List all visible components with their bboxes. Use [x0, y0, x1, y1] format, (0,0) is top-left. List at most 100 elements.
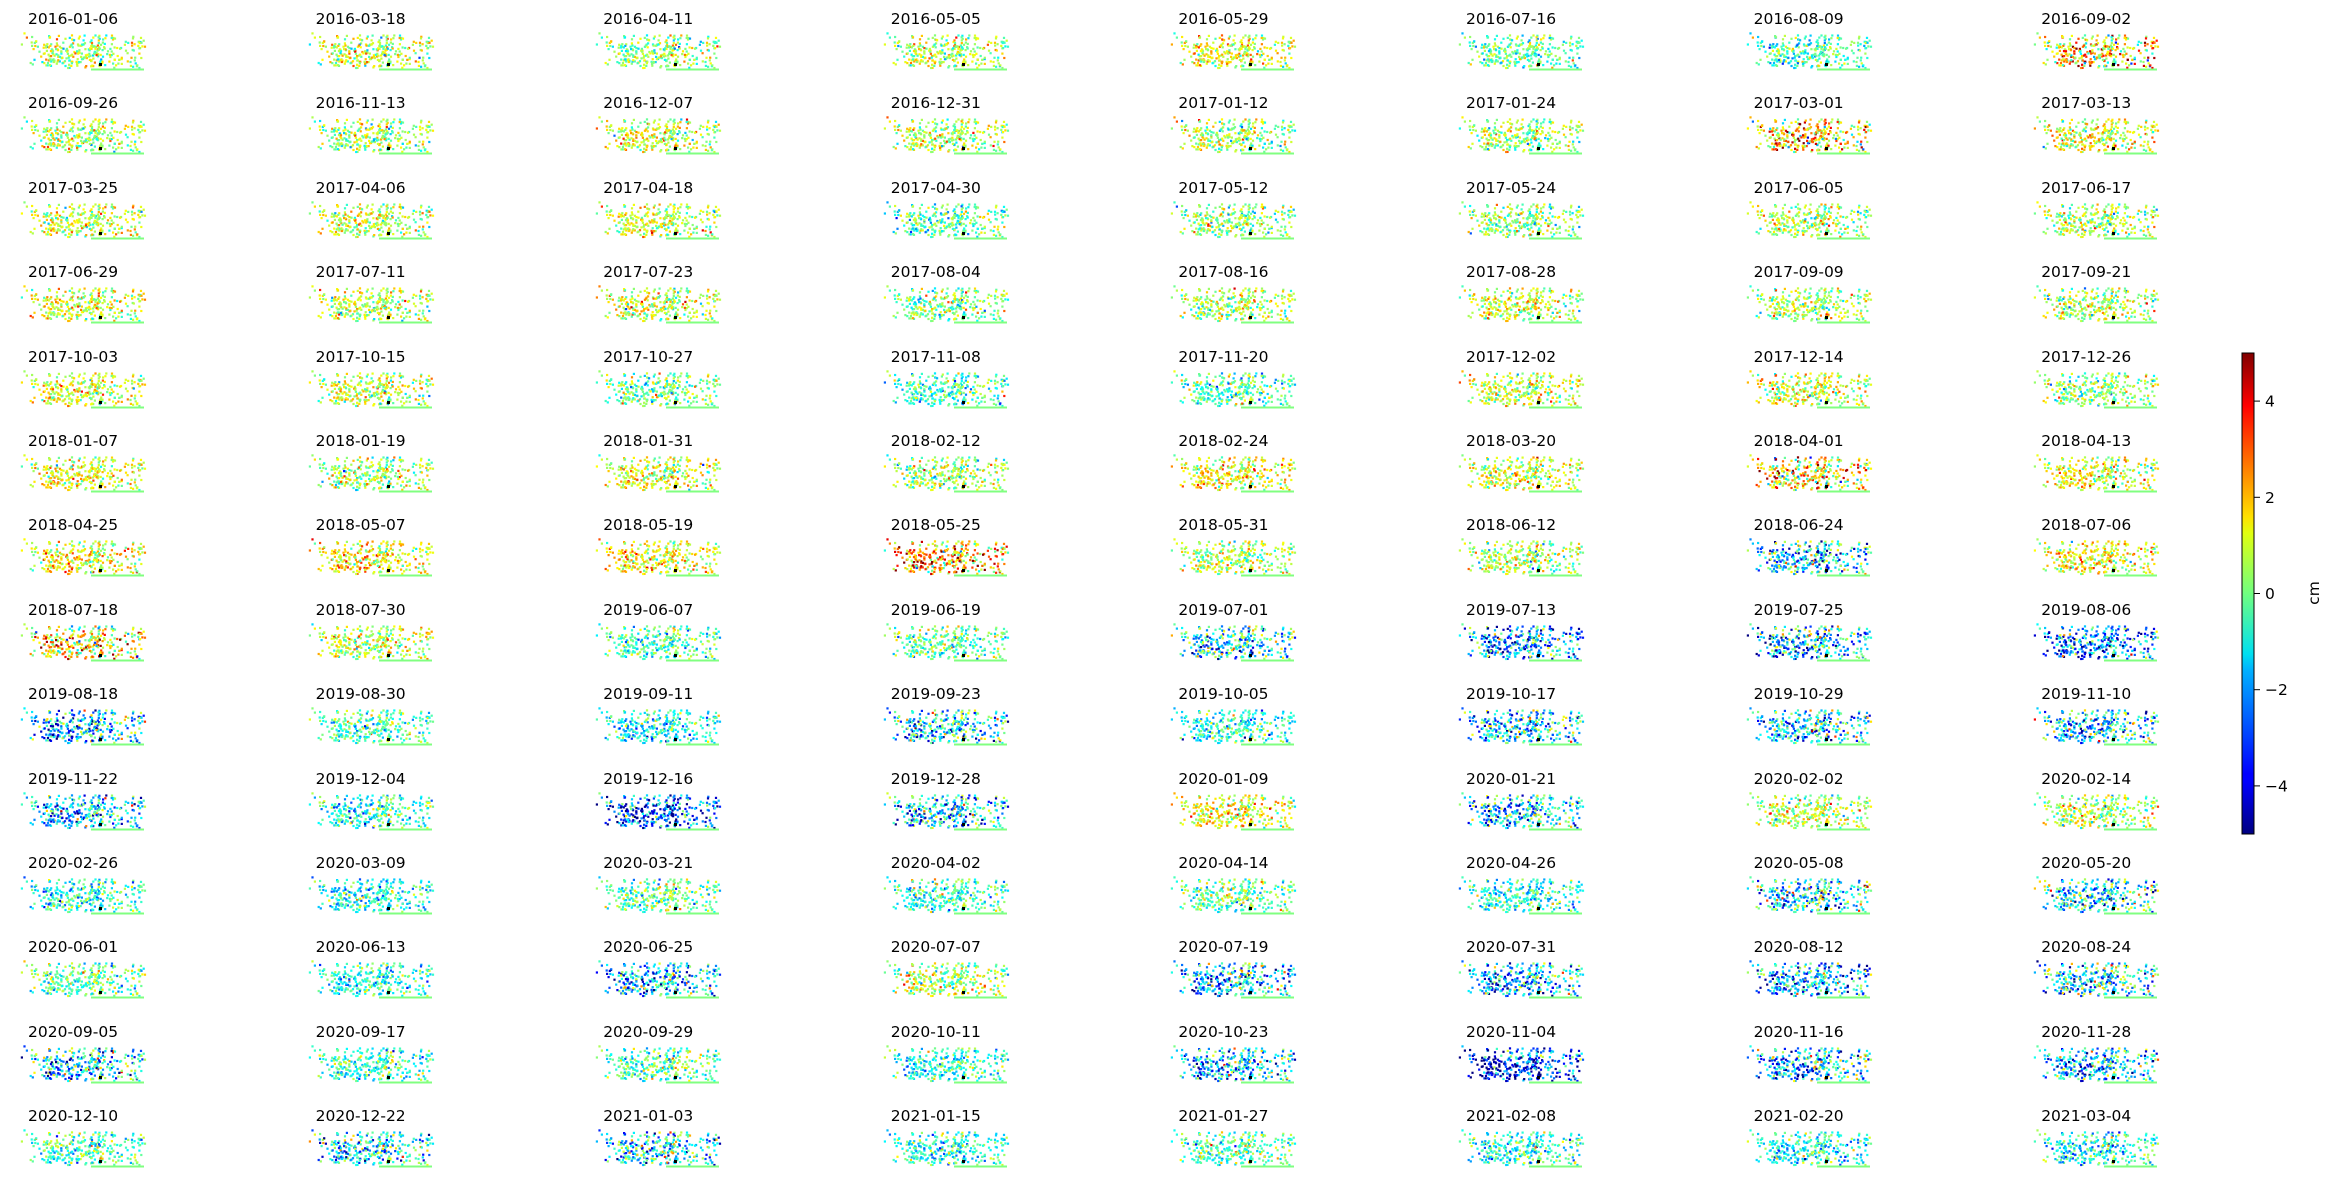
scatter-point — [1539, 49, 1542, 52]
scatter-point — [1862, 44, 1865, 47]
scatter-point — [1208, 34, 1211, 37]
scatter-point — [420, 49, 423, 52]
scatter-point — [408, 56, 411, 59]
scatter-point — [1830, 34, 1833, 37]
scatter-point — [659, 48, 662, 51]
scatter-point — [909, 148, 912, 151]
scatter-point — [1530, 36, 1533, 39]
scatter-point — [1827, 139, 1830, 143]
scatter-point — [1259, 55, 1262, 59]
scatter-point — [1578, 56, 1581, 60]
scatter-point — [659, 138, 663, 141]
scatter-point — [2136, 128, 2140, 131]
scatter-point — [1468, 125, 1471, 128]
scatter-point — [2126, 66, 2129, 69]
scatter-point — [110, 127, 113, 130]
scatter-point — [983, 142, 986, 145]
scatter-point — [1784, 60, 1787, 63]
scatter-point — [119, 47, 122, 50]
scatter-point — [2068, 146, 2072, 150]
scatter-point — [2094, 142, 2097, 145]
scatter-point — [895, 48, 898, 51]
scatter-point — [1534, 136, 1537, 140]
scatter-point — [34, 129, 37, 132]
scatter-point — [45, 134, 48, 137]
scatter-point — [1756, 41, 1759, 44]
scatter-point — [1543, 118, 1546, 121]
scatter-point — [388, 144, 392, 148]
scatter-point — [120, 58, 123, 61]
scatter-point — [1514, 62, 1517, 65]
scatter-point — [919, 59, 923, 62]
scatter-point — [1211, 141, 1214, 144]
scatter-point — [910, 35, 913, 38]
scatter-point — [1850, 40, 1853, 43]
scatter-point — [60, 221, 63, 224]
scatter-point — [85, 139, 88, 142]
scatter-point — [1823, 46, 1826, 49]
scatter-point — [1495, 140, 1498, 143]
scatter-point — [97, 123, 100, 126]
scatter-point — [620, 142, 623, 146]
scatter-point — [363, 60, 366, 63]
scatter-point — [1564, 52, 1567, 55]
scatter-point — [665, 39, 668, 42]
scatter-point — [112, 62, 115, 65]
scatter-point — [1183, 58, 1186, 61]
scatter-point — [1493, 122, 1497, 125]
scatter-point — [916, 138, 919, 142]
scatter-point — [1206, 144, 1210, 147]
scatter-point — [2100, 132, 2104, 135]
scatter-point — [1221, 122, 1224, 125]
scatter-point — [2089, 148, 2092, 152]
scatter-point — [1544, 50, 1548, 53]
scatter-point — [667, 57, 670, 60]
scatter-point — [123, 43, 126, 46]
scatter-point — [920, 34, 923, 37]
scatter-point — [330, 46, 333, 49]
scatter-point — [1567, 145, 1570, 148]
scatter-point — [1196, 49, 1199, 52]
scatter-point — [1816, 43, 1819, 46]
scatter-point — [2104, 43, 2107, 46]
scatter-point — [934, 55, 938, 58]
scatter-point — [86, 138, 89, 141]
scatter-point — [1481, 128, 1484, 131]
scatter-point — [108, 60, 111, 63]
scatter-point — [139, 121, 143, 124]
scatter-point — [1562, 40, 1565, 43]
scatter-point — [1803, 37, 1806, 40]
scatter-point — [1577, 47, 1580, 50]
scatter-point — [2062, 44, 2065, 47]
scatter-point — [401, 121, 404, 125]
scatter-point — [1758, 132, 1761, 135]
scatter-point — [1574, 148, 1577, 151]
scatter-point — [655, 55, 658, 58]
scatter-point — [109, 55, 112, 59]
scatter-point — [2065, 137, 2068, 140]
scatter-point — [644, 138, 648, 142]
scatter-point — [1557, 47, 1560, 50]
scatter-point — [964, 133, 967, 136]
scatter-point — [2036, 116, 2039, 119]
scatter-point — [134, 140, 137, 144]
scatter-point — [1537, 43, 1541, 46]
scatter-point — [1254, 37, 1257, 40]
scatter-point — [63, 60, 67, 63]
scatter-point — [359, 126, 362, 129]
scatter-point — [384, 128, 387, 132]
scatter-point — [386, 145, 389, 149]
scatter-point — [2123, 54, 2126, 57]
scatter-point — [1578, 126, 1581, 129]
scatter-point — [52, 60, 55, 64]
scatter-point — [1574, 64, 1577, 67]
reference-line — [2104, 152, 2158, 155]
scatter-point — [143, 129, 147, 133]
scatter-point — [1264, 121, 1267, 125]
scatter-point — [1193, 62, 1196, 65]
scatter-point — [1756, 44, 1759, 47]
scatter-point — [2097, 48, 2100, 51]
scatter-point — [1221, 38, 1224, 41]
scatter-point — [1282, 65, 1285, 68]
scatter-point — [1247, 128, 1250, 132]
